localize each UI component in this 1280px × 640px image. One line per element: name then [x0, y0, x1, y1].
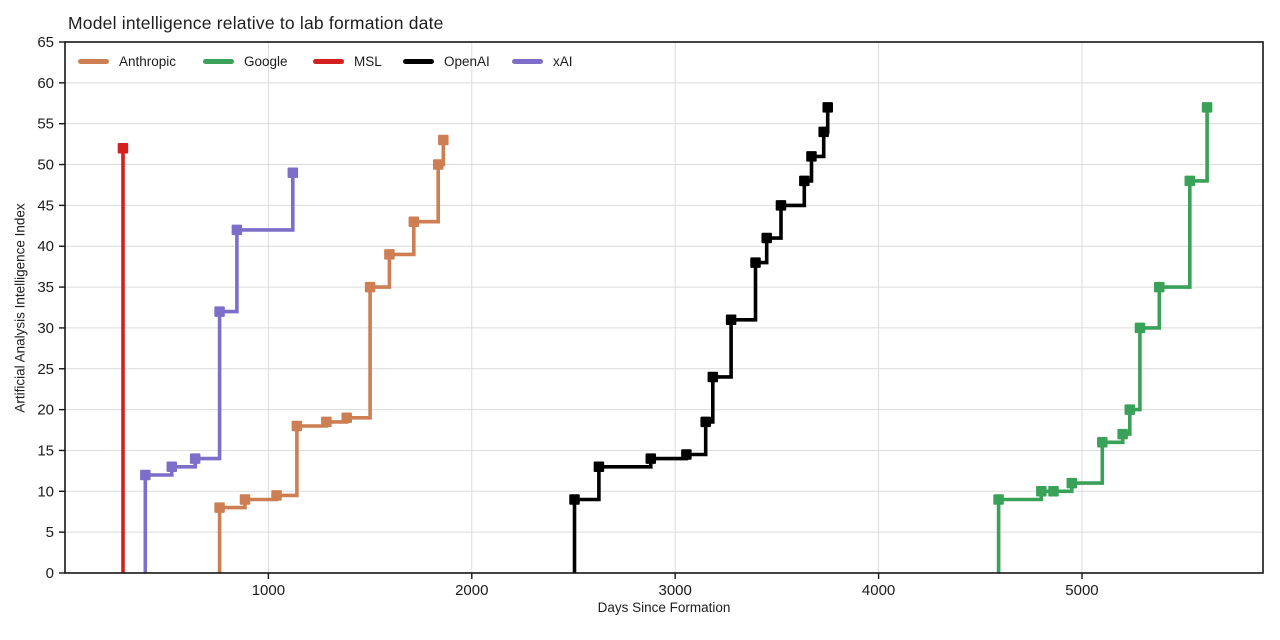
- data-point-anthropic: [408, 216, 420, 227]
- data-point-anthropic: [364, 281, 376, 293]
- legend-label: xAI: [553, 53, 573, 69]
- data-point-xai: [231, 224, 243, 236]
- x-tick-label: 3000: [658, 582, 691, 599]
- y-tick-label: 55: [37, 116, 54, 133]
- legend-swatch-openai: [403, 58, 434, 64]
- data-point-openai: [822, 102, 833, 113]
- data-point-anthropic: [239, 494, 251, 505]
- legend-item-anthropic: Anthropic: [78, 53, 176, 69]
- y-tick-label: 35: [37, 279, 54, 296]
- x-tick-label: 1000: [252, 582, 285, 599]
- data-point-google: [1154, 281, 1165, 293]
- data-point-google: [1097, 437, 1108, 448]
- data-point-anthropic: [291, 420, 303, 432]
- data-point-anthropic: [341, 412, 352, 424]
- data-point-xai: [189, 453, 201, 464]
- data-point-openai: [593, 461, 605, 473]
- data-point-xai: [166, 461, 178, 473]
- data-point-openai: [645, 453, 657, 464]
- data-point-openai: [818, 126, 829, 138]
- y-tick-label: 0: [46, 565, 54, 582]
- legend-item-msl: MSL: [313, 53, 382, 69]
- legend-swatch-msl: [313, 58, 344, 64]
- data-point-anthropic: [214, 502, 225, 513]
- y-tick-label: 10: [37, 483, 54, 500]
- data-point-google: [1134, 322, 1146, 334]
- y-tick-label: 20: [37, 402, 54, 419]
- data-point-anthropic: [432, 159, 444, 170]
- data-point-openai: [775, 200, 787, 211]
- y-tick-label: 50: [37, 157, 54, 174]
- y-tick-label: 60: [37, 75, 54, 92]
- x-tick-label: 4000: [862, 582, 895, 599]
- data-point-google: [1124, 404, 1136, 415]
- data-point-anthropic: [321, 416, 332, 428]
- data-point-xai: [214, 306, 225, 317]
- legend-item-xai: xAI: [512, 53, 573, 69]
- chart-title: Model intelligence relative to lab forma…: [68, 13, 444, 33]
- series-line-xai: [143, 172, 295, 573]
- data-point-xai: [287, 167, 299, 178]
- data-point-openai: [806, 151, 817, 162]
- legend: Anthropic Google MSL OpenAI xAI: [0, 53, 1280, 71]
- y-tick-label: 40: [37, 238, 54, 255]
- plot-frame: [64, 41, 1264, 574]
- y-tick-label: 45: [37, 197, 54, 214]
- x-tick-label: 5000: [1065, 582, 1098, 599]
- data-point-anthropic: [271, 490, 282, 501]
- data-point-openai: [761, 232, 772, 244]
- data-point-msl: [117, 142, 129, 154]
- data-point-google: [1036, 486, 1047, 497]
- x-axis-label: Days Since Formation: [597, 600, 731, 615]
- data-point-anthropic: [438, 134, 449, 146]
- y-tick-label: 65: [37, 34, 54, 51]
- data-point-openai: [700, 416, 711, 428]
- data-point-openai: [750, 257, 761, 268]
- y-tick-label: 5: [46, 524, 54, 541]
- y-tick-label: 15: [37, 442, 54, 459]
- legend-swatch-google: [203, 58, 234, 64]
- data-point-openai: [569, 494, 580, 505]
- data-point-google: [1066, 477, 1078, 489]
- data-point-openai: [799, 175, 810, 187]
- legend-item-google: Google: [203, 53, 288, 69]
- legend-label: Google: [244, 53, 288, 69]
- data-point-openai: [681, 449, 692, 460]
- series-line-google: [996, 107, 1209, 573]
- series-line-openai: [572, 107, 830, 573]
- data-point-google: [993, 494, 1004, 505]
- y-tick-label: 25: [37, 361, 54, 378]
- legend-label: MSL: [354, 53, 382, 69]
- data-point-xai: [140, 469, 151, 481]
- data-point-google: [1201, 102, 1213, 113]
- legend-label: Anthropic: [119, 53, 177, 69]
- y-tick-label: 30: [37, 320, 54, 337]
- x-tick-label: 2000: [455, 582, 488, 599]
- data-point-anthropic: [384, 249, 395, 260]
- legend-item-openai: OpenAI: [403, 53, 490, 69]
- data-point-google: [1184, 175, 1196, 187]
- data-point-openai: [707, 371, 719, 383]
- data-point-google: [1048, 486, 1059, 497]
- data-point-google: [1117, 428, 1128, 440]
- legend-swatch-anthropic: [78, 58, 109, 64]
- data-point-openai: [725, 314, 737, 326]
- y-axis-label: Artificial Analysis Intelligence Index: [12, 203, 28, 413]
- legend-swatch-xai: [512, 58, 543, 64]
- legend-label: OpenAI: [444, 53, 490, 69]
